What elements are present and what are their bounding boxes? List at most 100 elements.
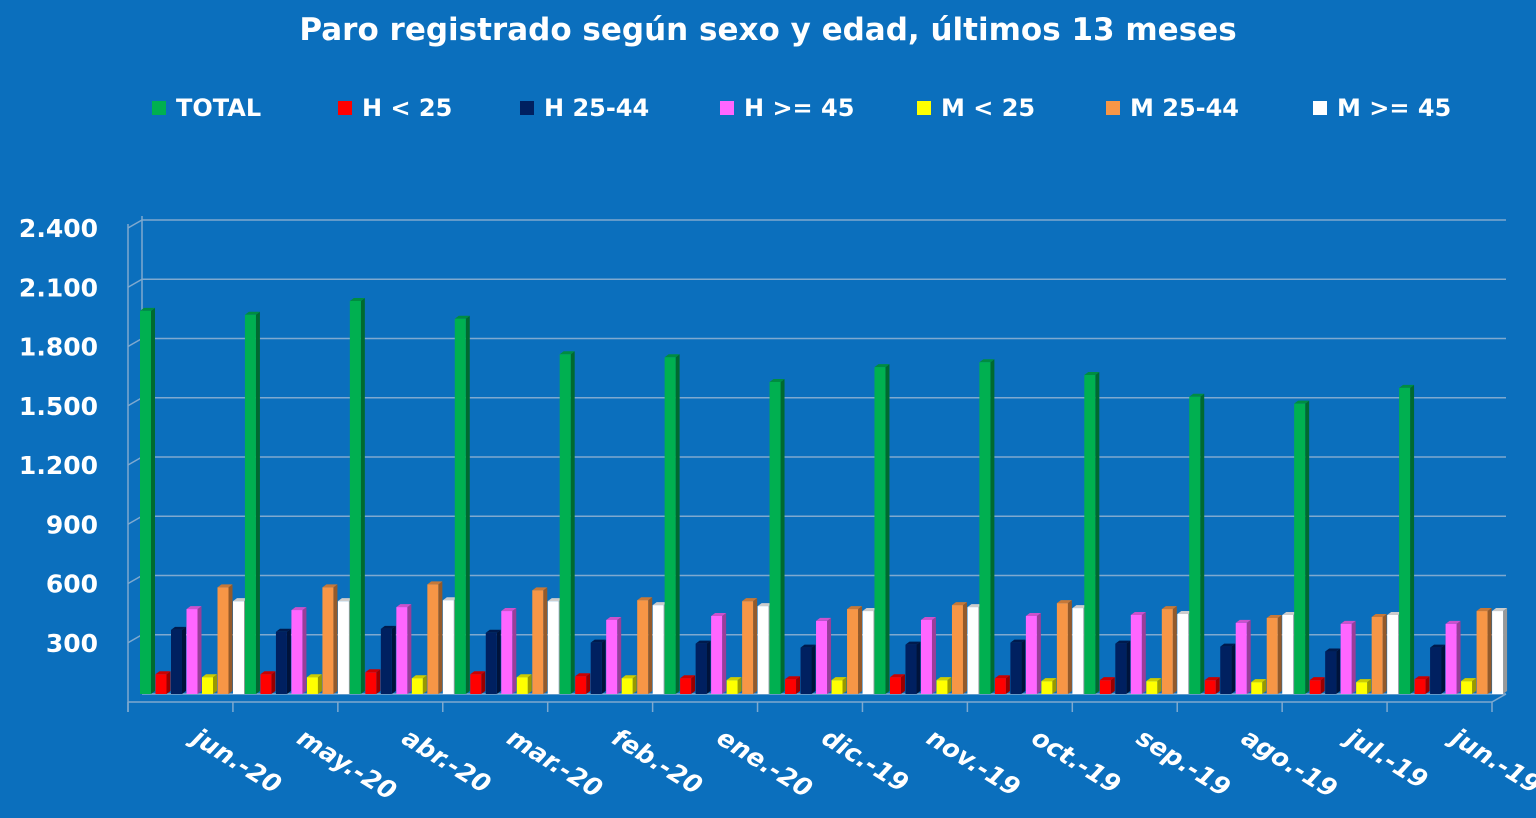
bar-m-25-44-ago19	[1266, 614, 1282, 694]
legend-item-h-lt-25: H < 25	[338, 94, 452, 122]
bar-h-25-dic19	[785, 676, 801, 694]
y-tick-label: 2.400	[19, 214, 98, 243]
y-tick-label: 1.500	[19, 392, 98, 421]
legend-swatch-h-25-44	[520, 101, 534, 115]
legend-label-h-25-44: H 25-44	[544, 94, 650, 122]
x-tick-label: sep.-19	[1132, 722, 1236, 802]
x-tick-label: mar.-20	[502, 722, 608, 803]
x-tick-label: oct.-19	[1027, 722, 1126, 799]
bar-m-25-jun20	[202, 674, 217, 694]
bar-h-45-sep19	[1130, 612, 1146, 694]
x-tick-label: abr.-20	[397, 722, 496, 799]
legend-swatch-m-25-44	[1106, 101, 1120, 115]
legend-label-h-ge-45: H >= 45	[744, 94, 855, 122]
x-tick-label: dic.-19	[817, 722, 914, 797]
bar-total-dic19	[769, 378, 785, 694]
bar-m-25-feb20	[621, 675, 637, 694]
bar-h-25-jun20	[155, 671, 171, 694]
bar-h-45-oct19	[1025, 612, 1041, 694]
bar-h-25-44-abr20	[380, 625, 396, 694]
bar-h-45-jun20	[186, 606, 202, 694]
bar-h-25-may20	[260, 671, 276, 694]
legend-swatch-total	[152, 101, 166, 115]
y-tick-label: 1.200	[19, 451, 98, 480]
bar-h-25-jun19	[1414, 676, 1430, 694]
gridline-side	[127, 397, 143, 407]
y-tick-label: 1.800	[19, 333, 98, 362]
bar-h-25-44-nov19	[905, 641, 921, 694]
legend-swatch-h-lt-25	[338, 101, 352, 115]
bar-m-25-oct19	[1041, 678, 1057, 694]
bar-h-25-mar20	[470, 671, 486, 694]
gridline-side	[127, 278, 143, 288]
bar-h-45-feb20	[606, 616, 622, 694]
gridline-side	[127, 337, 143, 348]
bar-h-25-44-ene20	[695, 640, 711, 694]
bar-m-25-44-may20	[322, 584, 338, 694]
legend-item-m-lt-25: M < 25	[917, 94, 1035, 122]
bar-m-25-ago19	[1251, 679, 1267, 694]
bar-m-25-44-jun19	[1476, 608, 1492, 694]
chart-title: Paro registrado según sexo y edad, últim…	[299, 12, 1237, 48]
legend-swatch-m-lt-25	[917, 101, 931, 115]
bar-m-25-44-abr20	[427, 581, 443, 694]
bar-total-jul19	[1294, 400, 1310, 694]
y-tick-label: 900	[46, 510, 98, 539]
x-tick-label: ene.-20	[712, 722, 818, 803]
legend-label-m-ge-45: M >= 45	[1337, 94, 1452, 122]
bar-h-45-mar20	[501, 608, 517, 694]
gridline-side	[127, 574, 143, 585]
legend-item-total: TOTAL	[152, 94, 261, 122]
x-tick-label: nov.-19	[922, 722, 1025, 802]
bar-total-feb20	[559, 351, 575, 694]
bar-total-ago19	[1189, 393, 1205, 694]
bar-m-25-jun19	[1461, 678, 1477, 694]
bar-h-25-44-feb20	[590, 639, 606, 694]
bar-m-25-44-sep19	[1161, 606, 1177, 694]
bar-m-25-44-jun20	[217, 584, 233, 694]
bar-m-25-44-mar20	[532, 587, 548, 694]
bar-h-25-44-oct19	[1010, 639, 1026, 694]
gridline-side	[127, 456, 143, 466]
bar-m-25-44-ene20	[742, 598, 758, 694]
bar-m-25-dic19	[831, 677, 847, 694]
bar-m-25-abr20	[411, 675, 427, 694]
bar-h-25-sep19	[1099, 677, 1115, 694]
bar-h-25-44-jun20	[171, 626, 186, 694]
bar-h-45-ago19	[1235, 619, 1251, 694]
bar-total-may20	[244, 311, 260, 694]
bar-h-25-jul19	[1309, 677, 1325, 694]
bar-total-ene20	[664, 354, 680, 694]
gridline-side	[127, 515, 143, 525]
x-tick-label: may.-20	[292, 722, 401, 805]
gridline-side	[127, 634, 143, 644]
bar-total-jun19	[1399, 384, 1415, 694]
bar-m-25-jul19	[1356, 679, 1372, 694]
bar-h-45-ene20	[711, 612, 727, 694]
bar-m-25-44-feb20	[637, 597, 653, 694]
bar-m-25-44-oct19	[1056, 600, 1072, 694]
bar-h-45-may20	[291, 607, 307, 694]
bar-h-45-dic19	[816, 617, 832, 694]
bar-h-45-jun19	[1445, 620, 1461, 694]
legend-label-total: TOTAL	[176, 94, 262, 122]
bar-h-25-44-may20	[275, 628, 291, 694]
bar-total-nov19	[874, 364, 890, 694]
legend-item-h-25-44: H 25-44	[520, 94, 649, 122]
bar-m-25-44-jul19	[1371, 613, 1387, 694]
bar-h-25-abr20	[365, 669, 381, 694]
bar-h-25-44-mar20	[485, 629, 501, 694]
bar-m-25-nov19	[936, 677, 952, 694]
legend-swatch-h-ge-45	[720, 101, 734, 115]
bar-m-25-may20	[306, 674, 322, 694]
bar-total-mar20	[454, 315, 470, 694]
y-tick-label: 600	[46, 570, 98, 599]
y-tick-label: 2.100	[19, 273, 98, 302]
x-tick-label: jul.-19	[1338, 720, 1433, 794]
legend-swatch-m-ge-45	[1313, 101, 1327, 115]
legend-item-m-ge-45: M >= 45	[1313, 94, 1451, 122]
bar-h-45-nov19	[920, 616, 936, 694]
x-tick-label: feb.-20	[607, 722, 708, 800]
bar-m-25-44-dic19	[847, 606, 863, 694]
